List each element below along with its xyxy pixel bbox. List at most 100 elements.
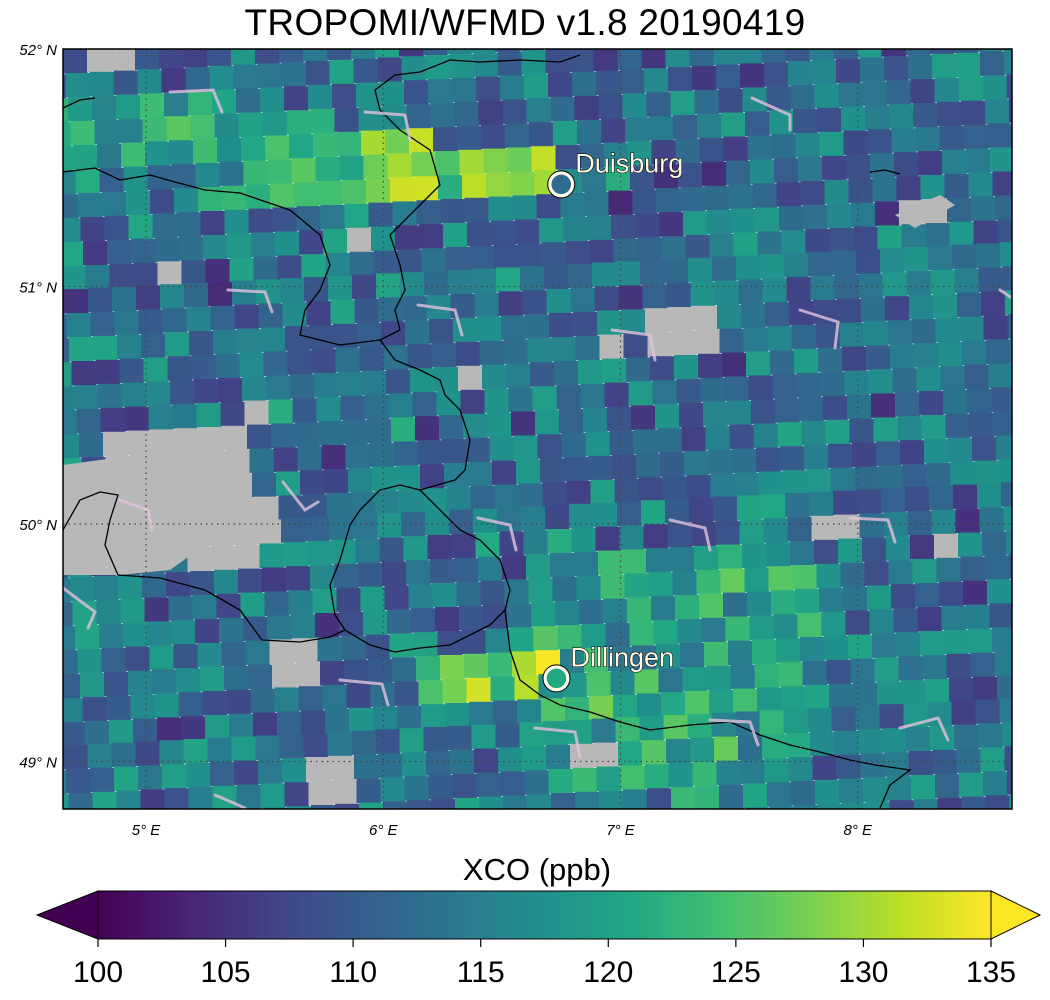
xco-pixel [388,849,413,874]
colorbar-gradient [97,890,992,940]
xco-pixel [63,122,72,147]
xco-pixel [726,160,751,186]
xco-pixel [440,655,465,680]
xco-pixel [270,183,295,208]
xco-pixel [953,49,979,54]
xco-pixel [447,725,473,751]
xco-pixel [950,461,976,487]
xco-pixel [711,17,736,42]
xco-pixel [242,376,267,402]
xco-pixel [596,766,622,792]
xco-pixel [762,734,787,759]
xco-pixel [850,658,876,684]
xco-pixel [925,223,951,248]
xco-pixel [637,693,662,718]
xco-pixel [25,603,50,628]
xco-pixel [909,295,934,320]
xco-pixel [405,320,430,345]
xco-pixel [867,129,893,154]
xco-pixel [30,651,55,676]
xco-pixel [741,303,766,328]
xco-pixel [97,143,122,169]
xco-pixel [257,519,282,544]
xco-pixel [957,292,982,318]
xco-pixel [166,116,192,141]
xco-pixel [675,139,701,164]
xco-pixel [606,166,631,192]
xco-pixel [24,363,49,388]
xco-pixel [1043,649,1050,674]
xco-pixel [443,223,468,248]
xco-pixel [991,843,1016,868]
xco-pixel [924,439,949,464]
xco-pixel [75,169,101,194]
xco-pixel [335,347,361,373]
xco-pixel [112,286,137,312]
xco-pixel [277,255,303,280]
xco-pixel [226,689,252,715]
xco-pixel [724,833,749,858]
xco-pixel [352,274,377,300]
xco-pixel [445,6,470,31]
xco-pixel [308,85,333,110]
xco-pixel [871,393,896,418]
xco-pixel [997,0,1022,3]
xco-pixel [282,758,307,783]
xco-pixel [512,651,537,676]
xco-pixel [644,68,669,93]
xco-pixel [237,328,262,354]
xco-pixel [497,51,523,76]
xco-pixel [687,18,712,43]
xco-pixel [342,179,367,205]
xco-pixel [875,201,900,226]
xco-pixel [150,189,175,214]
xco-pixel [670,91,696,116]
xco-pixel [851,202,876,228]
xco-pixel [958,532,983,558]
xco-pixel [783,13,808,38]
xco-pixel [762,278,788,303]
xco-pixel [281,518,306,543]
xco-pixel [521,50,547,75]
xco-pixel [882,272,908,297]
xco-pixel [266,375,291,400]
xco-pixel [680,187,706,212]
xco-pixel [263,351,289,376]
xco-pixel [935,317,961,343]
xco-pixel [434,823,459,848]
xco-pixel [555,601,580,626]
colorbar-tick-label: 130 [838,956,888,989]
xco-pixel [250,0,275,16]
xco-pixel [147,621,172,646]
xco-pixel [820,371,846,397]
xco-pixel [692,65,717,91]
xco-pixel [853,0,878,10]
xco-pixel [71,361,97,386]
xco-pixel [776,638,801,663]
xco-pixel [416,656,441,681]
xco-pixel [311,349,337,374]
xco-pixel [897,416,923,441]
xco-pixel [104,215,130,241]
xco-pixel [262,567,287,592]
xco-pixel [601,118,626,144]
xco-pixel [66,313,92,338]
xco-pixel [423,49,448,56]
xco-pixel [425,511,450,536]
xco-pixel [1046,217,1050,242]
xco-pixel [544,265,569,290]
xco-pixel [30,195,55,220]
xco-pixel [144,597,170,622]
city-marker-outline [547,170,576,199]
xco-pixel [522,746,547,771]
xco-pixel [630,165,655,190]
xco-pixel [432,583,458,608]
xco-pixel [437,631,463,656]
xco-pixel [409,128,434,153]
xco-pixel [327,49,352,61]
xco-pixel [703,858,728,883]
xco-pixel [853,682,878,708]
xco-pixel [476,76,501,102]
xco-pixel [458,822,483,847]
xco-pixel [436,847,461,872]
